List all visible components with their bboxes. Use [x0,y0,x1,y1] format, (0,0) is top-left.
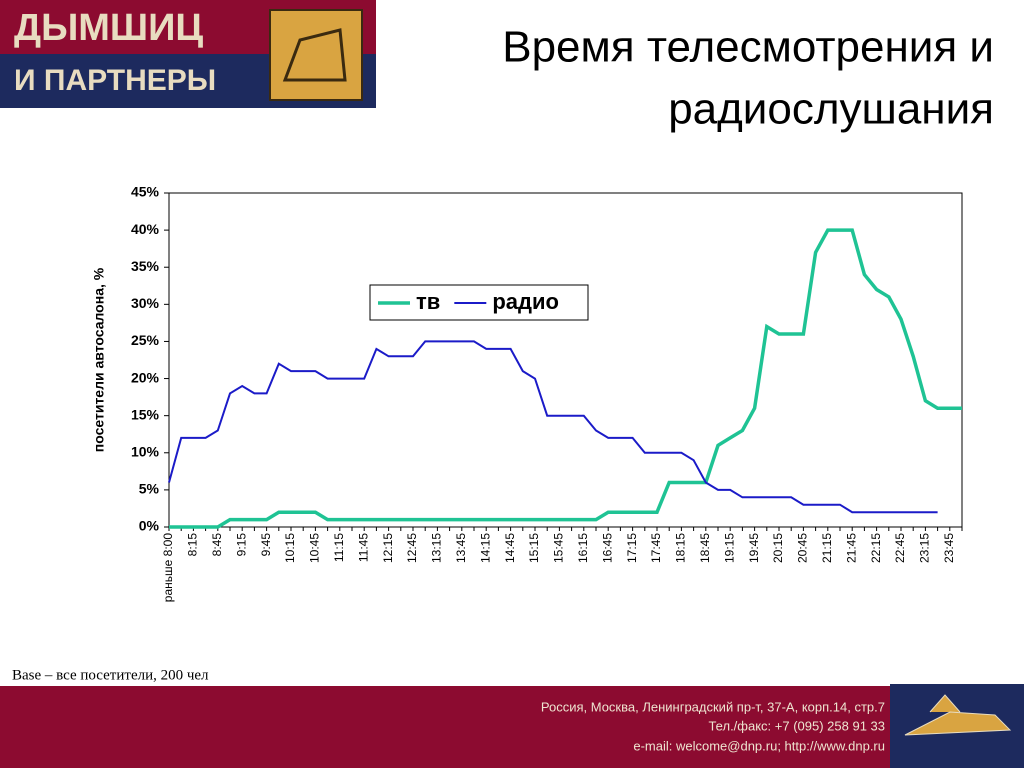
note: Base – все посетители, 200 чел [12,667,209,683]
footer-icon [904,694,1012,736]
x-tick-label: 10:45 [308,533,322,563]
x-tick-label: 17:45 [649,533,663,563]
x-tick-label: 20:15 [771,533,785,563]
x-tick-label: 16:15 [576,533,590,563]
x-tick-label: 12:15 [381,533,395,563]
x-tick-label: 11:15 [332,533,346,562]
footer-text: e-mail: welcome@dnp.ru; http://www.dnp.r… [633,738,885,753]
x-tick-label: 22:15 [869,533,883,563]
y-tick-label: 5% [139,481,160,497]
x-tick-label: 8:45 [210,533,224,557]
x-tick-label: 21:45 [844,533,858,563]
x-tick-label: 23:15 [918,533,932,563]
logo-icon-drawing [282,28,347,82]
y-tick-label: 40% [131,221,160,237]
x-tick-label: 21:15 [820,533,834,563]
x-tick-label: 12:45 [405,533,419,563]
x-tick-label: 18:15 [674,533,688,563]
x-tick-label: 10:15 [283,533,297,563]
x-tick-label: 20:45 [796,533,810,563]
x-tick-label: 13:15 [430,533,444,563]
logo-text: И ПАРТНЕРЫ [14,64,216,97]
legend: тв радио [369,284,589,321]
x-tick-label: 14:45 [503,533,517,563]
y-tick-label: 20% [131,369,160,385]
legend-label: радио [492,289,559,314]
y-tick-label: 30% [131,295,160,311]
series-line [169,228,962,529]
y-tick-label: 15% [131,406,160,422]
x-tick-label: 23:45 [942,533,956,563]
series-line [168,340,938,514]
x-tick-label: 15:15 [527,533,541,563]
x-tick-label: 13:45 [454,533,468,563]
slide-title: радиослушания [668,85,994,134]
plot-frame [168,192,963,528]
legend-label: тв [416,289,440,314]
x-tick-label: 18:45 [698,533,712,563]
x-tick-label: 15:45 [552,533,566,563]
y-tick-label: 0% [139,518,160,534]
footer-band [0,686,890,768]
x-tick-label: 8:15 [186,533,200,557]
y-tick-label: 10% [131,443,160,459]
logo-icon [269,9,363,101]
x-tick-label: 19:15 [722,533,736,563]
y-tick-label: 35% [131,258,160,274]
y-axis-title: посетители автосалона, % [91,267,107,452]
logo-text: ДЫМШИЦ [14,7,203,49]
x-tick-label: 22:45 [893,533,907,563]
x-tick-label: 14:15 [478,533,492,563]
y-tick-label: 45% [131,184,160,200]
slide-title: Время телесмотрения и [502,23,994,72]
footer-text: Россия, Москва, Ленинградский пр-т, 37-А… [541,699,885,714]
x-tick-label: 11:45 [356,533,370,562]
footer-text: Тел./факс: +7 (095) 258 91 33 [708,718,885,733]
x-tick-label: 9:15 [234,533,248,557]
x-tick-label: 16:45 [600,533,614,563]
y-tick-label: 25% [131,332,160,348]
x-tick-label: 9:45 [259,533,273,557]
x-tick-label: 19:45 [747,533,761,563]
x-tick-label: 17:15 [625,533,639,563]
x-tick-label: раньше 8:00 [161,533,175,603]
